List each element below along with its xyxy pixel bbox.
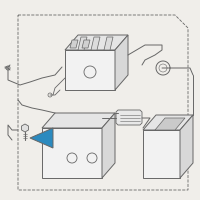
Polygon shape: [143, 130, 180, 178]
Polygon shape: [78, 37, 87, 50]
Polygon shape: [155, 118, 185, 130]
Polygon shape: [65, 35, 128, 50]
Polygon shape: [116, 110, 142, 125]
Polygon shape: [115, 35, 128, 90]
Polygon shape: [82, 40, 90, 48]
Polygon shape: [42, 128, 102, 178]
Polygon shape: [30, 128, 53, 148]
Polygon shape: [22, 124, 28, 132]
Polygon shape: [180, 115, 193, 178]
Polygon shape: [70, 40, 78, 48]
Polygon shape: [104, 37, 113, 50]
Polygon shape: [143, 115, 193, 130]
Polygon shape: [65, 50, 115, 90]
Polygon shape: [102, 113, 115, 178]
Polygon shape: [42, 113, 115, 128]
Polygon shape: [91, 37, 100, 50]
